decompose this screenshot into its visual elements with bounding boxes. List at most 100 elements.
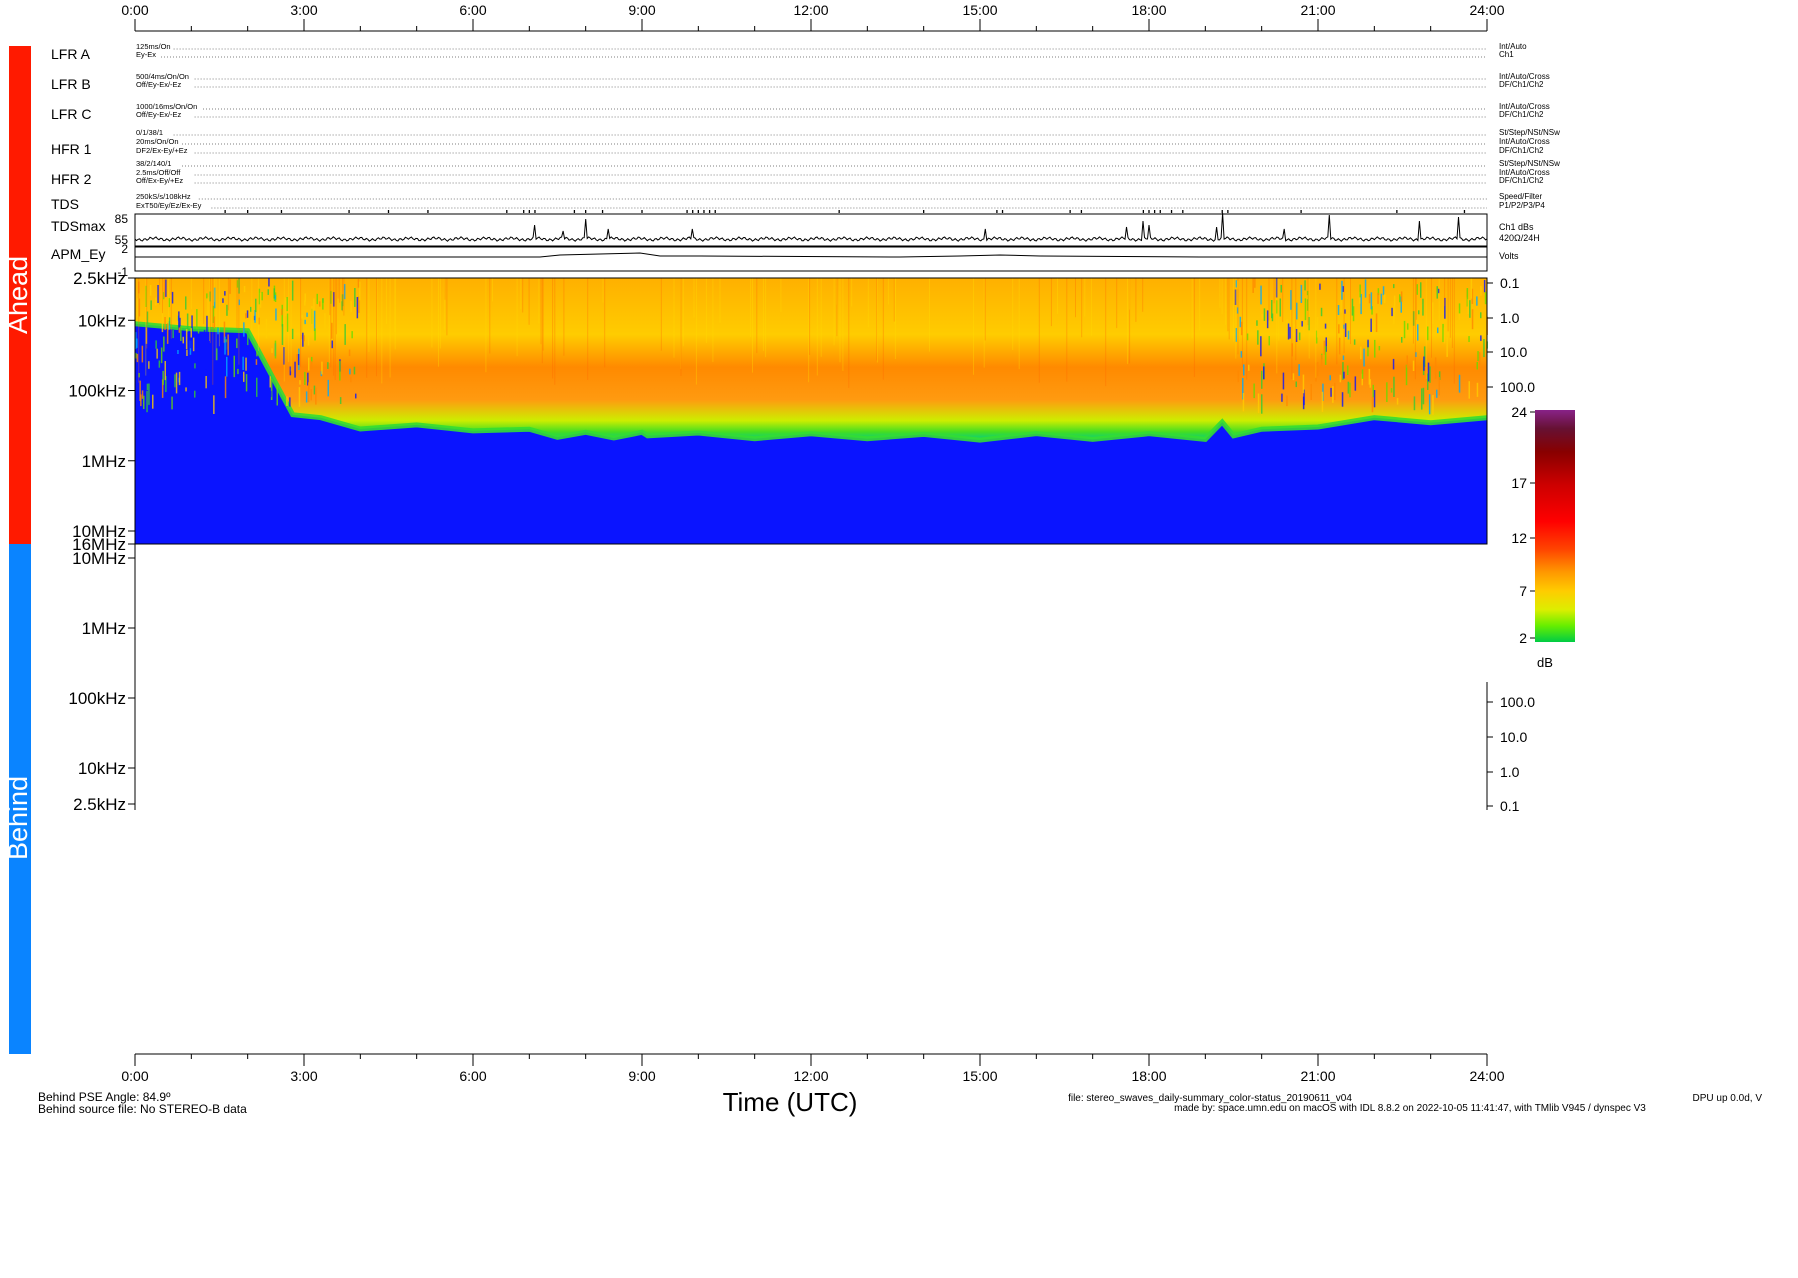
spectrogram-streak — [1400, 296, 1402, 313]
spectrogram-streak — [1361, 369, 1364, 379]
ahead-freq-label: 100kHz — [68, 382, 126, 401]
spectrogram-streak — [765, 278, 767, 358]
ahead-speckle — [135, 278, 1488, 415]
spectrogram-streak — [1471, 288, 1474, 304]
footer-pse-angle: Behind PSE Angle: 84.9º — [38, 1090, 171, 1104]
spectrogram-streak — [1458, 374, 1461, 393]
spectrogram-streak — [190, 328, 192, 338]
spectrogram-streak — [330, 290, 332, 304]
spectrogram-streak — [146, 383, 149, 390]
spectrogram-streak — [485, 278, 487, 373]
spectrogram-streak — [1421, 388, 1423, 410]
spectrogram-streak — [268, 278, 270, 287]
spectrogram-streak — [1413, 396, 1416, 411]
tdsmax-label: TDSmax — [51, 218, 105, 234]
spectrogram-streak — [1350, 278, 1351, 345]
spectrogram-streak — [1351, 298, 1354, 316]
spectrogram-streak — [366, 278, 368, 378]
spectrogram-streak — [138, 298, 141, 317]
status-row-right: DF/Ch1/Ch2 — [1499, 80, 1544, 89]
status-row-right: St/Step/NSt/NSw — [1499, 159, 1560, 168]
spectrogram-streak — [150, 300, 152, 310]
spectrogram-streak — [587, 278, 589, 380]
spectrogram-streak — [1360, 346, 1362, 360]
spectrogram-streak — [1286, 395, 1288, 407]
spectrogram-streak — [321, 361, 323, 375]
spectrogram-streak — [190, 278, 192, 310]
spectrogram-streak — [334, 278, 336, 380]
spectrogram-streak — [1347, 381, 1350, 394]
spectrogram-streak — [1354, 376, 1357, 391]
spectrogram-streak — [1360, 294, 1362, 315]
spectrogram-streak — [1484, 291, 1487, 305]
spectrogram-streak — [1254, 278, 1256, 288]
spectrogram-streak — [1242, 324, 1244, 332]
spectrogram-streak — [1279, 298, 1281, 317]
spectrogram-streak — [185, 329, 188, 349]
spectrogram-streak — [1057, 278, 1058, 314]
spectrogram-streak — [289, 366, 292, 376]
footer-made-by: made by: space.umn.edu on macOS with IDL… — [1174, 1103, 1646, 1114]
spectrogram-streak — [171, 291, 174, 304]
spectrogram-streak — [162, 292, 165, 300]
spectrogram-streak — [542, 278, 544, 351]
spectrogram-streak — [265, 318, 268, 339]
spectrogram-streak — [1127, 278, 1128, 364]
ahead-right-label: 0.1 — [1500, 275, 1520, 291]
spectrogram-streak — [1458, 303, 1461, 314]
spectrogram-streak — [162, 370, 164, 385]
spectrogram-streak — [270, 390, 272, 398]
top-tick-label: 0:00 — [121, 2, 148, 18]
spectrogram-streak — [308, 382, 310, 403]
spectrogram-streak — [229, 279, 231, 294]
bottom-tick-label: 21:00 — [1300, 1068, 1335, 1084]
spectrogram-streak — [273, 288, 275, 299]
spectrogram-streak — [1227, 278, 1229, 332]
spectrogram-streak — [1442, 323, 1444, 343]
spectrogram-streak — [376, 278, 378, 340]
spectrogram-streak — [1400, 291, 1403, 302]
spectrogram-streak — [1090, 278, 1092, 336]
spectrogram-streak — [1453, 278, 1455, 384]
spectrogram-streak — [162, 278, 163, 314]
spectrogram-streak — [314, 328, 316, 341]
spectrogram-streak — [227, 334, 229, 356]
spectrogram-streak — [308, 357, 310, 371]
spectrogram-streak — [1330, 387, 1332, 397]
spectrogram-streak — [307, 337, 310, 346]
spectrogram-streak — [1256, 320, 1258, 326]
spectrogram-streak — [1235, 278, 1237, 359]
spectrogram-streak — [368, 278, 370, 352]
spectrogram-streak — [286, 313, 289, 332]
spectrogram-streak — [1012, 278, 1014, 350]
spectrogram-streak — [236, 338, 238, 349]
spectrogram-streak — [146, 311, 149, 325]
spectrogram-streak — [1341, 280, 1343, 300]
spectrogram-streak — [839, 278, 841, 363]
spectrogram-streak — [1302, 396, 1305, 410]
spectrogram-streak — [1336, 278, 1338, 365]
top-tick-label: 18:00 — [1131, 2, 1166, 18]
spectrogram-streak — [752, 278, 753, 373]
spectrogram-streak — [237, 368, 239, 375]
spectrogram-streak — [1105, 278, 1107, 387]
spectrogram-streak — [1018, 278, 1020, 370]
spectrogram-streak — [1371, 306, 1373, 315]
spectrogram-streak — [290, 278, 292, 372]
spectrogram-streak — [1268, 278, 1270, 321]
spectrogram-streak — [161, 379, 164, 398]
spectrogram-streak — [348, 349, 351, 357]
spectrogram-streak — [520, 278, 522, 310]
spectrogram-streak — [236, 278, 238, 329]
spectrogram-streak — [1353, 339, 1356, 345]
spectrogram-streak — [283, 347, 285, 365]
colorbar-ramp — [1535, 410, 1575, 642]
spectrogram-streak — [297, 354, 300, 366]
spectrogram-streak — [1282, 278, 1284, 322]
spectrogram-streak — [1306, 295, 1309, 300]
spectrogram-streak — [1075, 278, 1076, 318]
status-row-right: DF/Ch1/Ch2 — [1499, 146, 1544, 155]
spectrogram-streak — [224, 376, 227, 399]
